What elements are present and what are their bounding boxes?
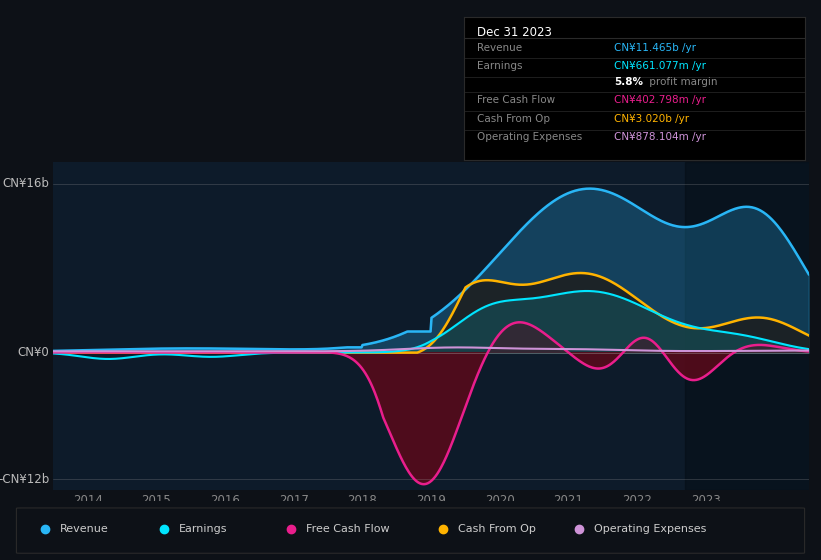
Text: CN¥16b: CN¥16b [2, 177, 49, 190]
Text: Revenue: Revenue [478, 43, 523, 53]
Text: Earnings: Earnings [179, 524, 227, 534]
Text: Cash From Op: Cash From Op [478, 114, 551, 124]
Bar [685, 162, 815, 490]
Text: Free Cash Flow: Free Cash Flow [478, 95, 556, 105]
Text: -CN¥12b: -CN¥12b [0, 473, 49, 486]
Text: Operating Expenses: Operating Expenses [594, 524, 706, 534]
Text: CN¥11.465b /yr: CN¥11.465b /yr [614, 43, 695, 53]
Text: CN¥402.798m /yr: CN¥402.798m /yr [614, 95, 706, 105]
Text: 5.8%: 5.8% [614, 77, 643, 87]
Text: CN¥661.077m /yr: CN¥661.077m /yr [614, 61, 706, 71]
Text: Dec 31 2023: Dec 31 2023 [478, 26, 553, 39]
Text: profit margin: profit margin [646, 77, 718, 87]
Text: Cash From Op: Cash From Op [458, 524, 536, 534]
Text: Revenue: Revenue [60, 524, 108, 534]
Text: CN¥878.104m /yr: CN¥878.104m /yr [614, 133, 706, 142]
Text: CN¥0: CN¥0 [18, 346, 49, 359]
Text: Operating Expenses: Operating Expenses [478, 133, 583, 142]
Text: Free Cash Flow: Free Cash Flow [306, 524, 390, 534]
Text: Earnings: Earnings [478, 61, 523, 71]
Text: CN¥3.020b /yr: CN¥3.020b /yr [614, 114, 689, 124]
